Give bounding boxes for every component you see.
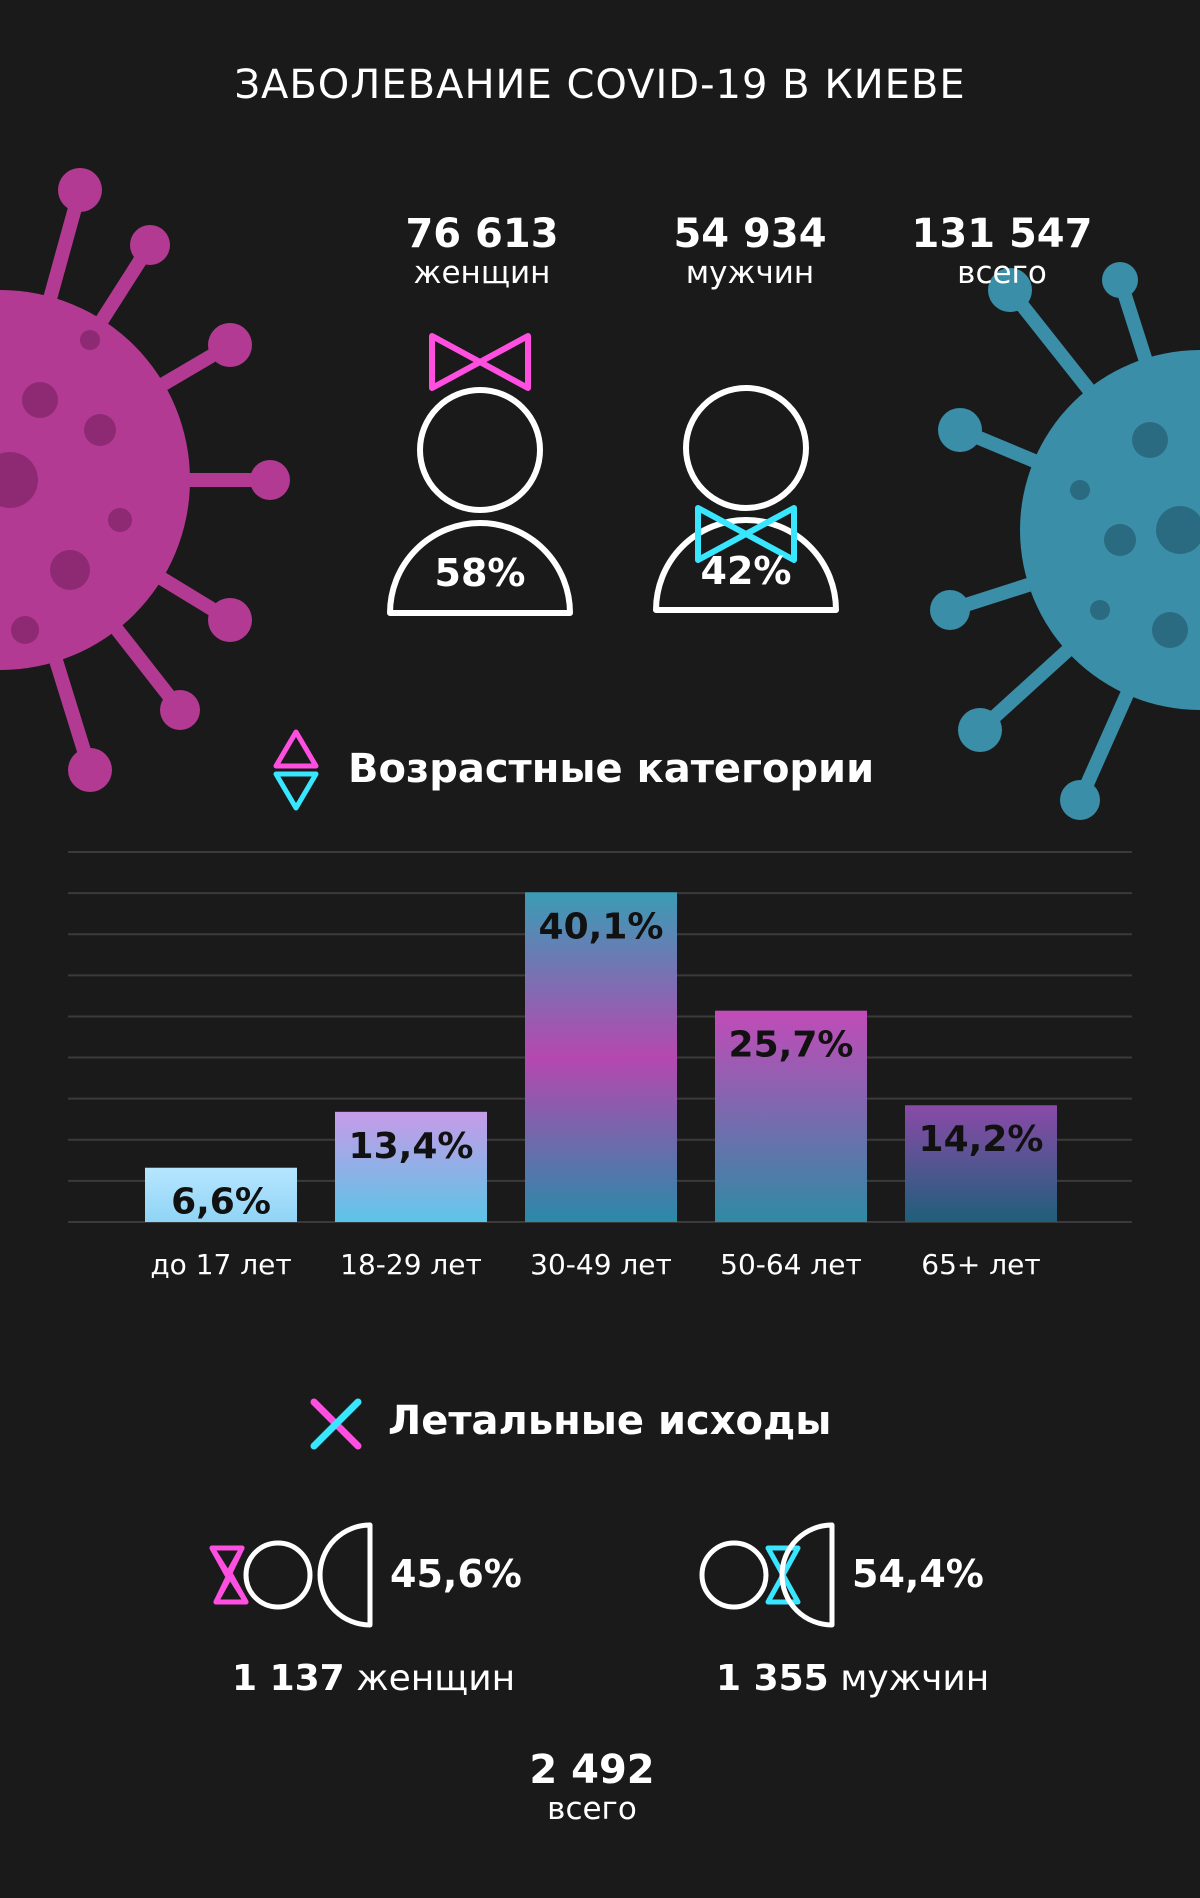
deaths-total-label: всего <box>547 1791 637 1827</box>
women-deaths-icon <box>209 1522 373 1628</box>
men-deaths-label: мужчин <box>840 1658 990 1699</box>
virus-illustration-left <box>0 168 290 792</box>
deaths-total: 2 492 всего <box>442 1748 742 1826</box>
stat-total-value: 131 547 <box>911 211 1093 257</box>
deaths-total-value: 2 492 <box>529 1747 655 1793</box>
men-deaths-count: 1 355 мужчин <box>716 1658 989 1699</box>
men-share-label: 42% <box>701 549 792 593</box>
age-bar-value-label: 6,6% <box>171 1182 271 1223</box>
age-category-label: 65+ лет <box>921 1248 1040 1281</box>
stat-women: 76 613 женщин <box>372 212 592 290</box>
stat-men-label: мужчин <box>685 255 815 291</box>
age-bar-value-label: 13,4% <box>349 1126 474 1167</box>
age-bar-0 <box>145 1167 297 1222</box>
hourglass-icon <box>273 729 319 811</box>
stat-men: 54 934 мужчин <box>640 212 860 290</box>
women-deaths-label: женщин <box>356 1658 516 1699</box>
women-share-label: 58% <box>435 551 526 595</box>
age-category-label: 30-49 лет <box>530 1248 672 1281</box>
man-figure-icon: 42% <box>653 385 839 613</box>
stat-men-value: 54 934 <box>673 211 827 257</box>
stat-women-value: 76 613 <box>405 211 559 257</box>
age-bar-3 <box>715 1010 867 1222</box>
deaths-section-title: Летальные исходы <box>388 1398 832 1444</box>
men-deaths-share: 54,4% <box>852 1552 984 1596</box>
stat-total: 131 547 всего <box>892 212 1112 290</box>
virus-illustration-right <box>930 262 1200 820</box>
women-deaths-share: 45,6% <box>390 1552 522 1596</box>
age-category-label: 50-64 лет <box>720 1248 862 1281</box>
age-bar-4 <box>905 1105 1057 1222</box>
stat-women-label: женщин <box>413 255 551 291</box>
age-bar-2 <box>525 892 677 1222</box>
women-deaths-count: 1 137 женщин <box>232 1658 515 1699</box>
woman-figure-icon: 58% <box>387 333 573 616</box>
age-category-label: до 17 лет <box>150 1248 291 1281</box>
age-bar-value-label: 40,1% <box>539 906 664 947</box>
age-category-label: 18-29 лет <box>340 1248 482 1281</box>
men-deaths-icon <box>699 1522 835 1628</box>
age-bar-chart: 6,6% 13,4% 40,1% 25,7% 14,2% до 17 лет 18-29 … <box>68 851 1132 1281</box>
men-deaths-number: 1 355 <box>716 1658 829 1699</box>
age-section-title: Возрастные категории <box>348 746 875 792</box>
stat-total-label: всего <box>957 255 1047 291</box>
age-bar-value-label: 25,7% <box>729 1025 854 1066</box>
age-bar-1 <box>335 1111 487 1222</box>
women-deaths-number: 1 137 <box>232 1658 345 1699</box>
age-bar-value-label: 14,2% <box>919 1119 1044 1160</box>
cross-icon <box>310 1398 362 1450</box>
page-title: ЗАБОЛЕВАНИЕ COVID-19 В КИЕВЕ <box>234 62 966 108</box>
